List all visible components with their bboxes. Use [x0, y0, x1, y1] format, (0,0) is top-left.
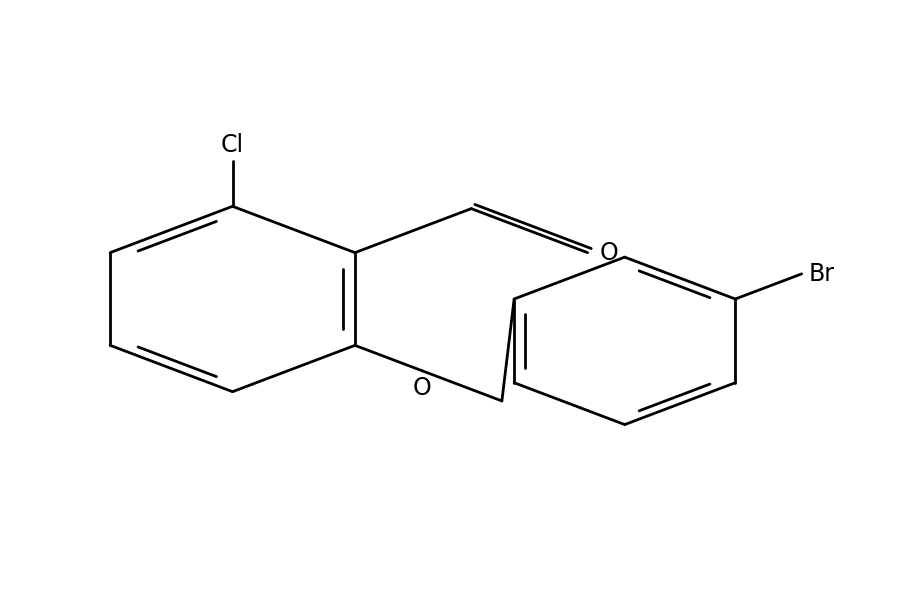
Text: O: O: [599, 240, 618, 265]
Text: O: O: [413, 376, 431, 399]
Text: Cl: Cl: [220, 133, 244, 157]
Text: Br: Br: [808, 262, 834, 286]
